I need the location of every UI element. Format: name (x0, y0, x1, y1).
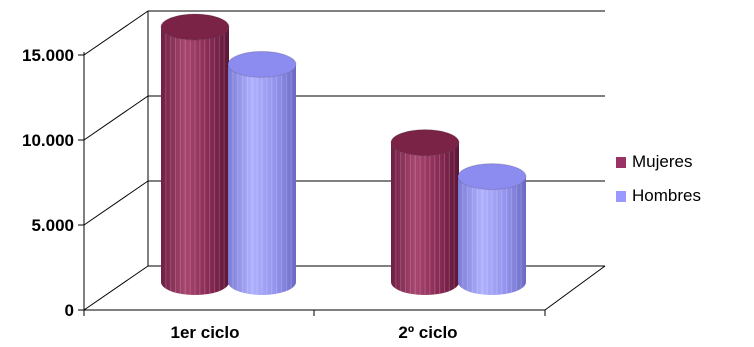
grid-diagonal (83, 265, 149, 311)
y-tick-label: 15.000 (22, 46, 74, 65)
bars (160, 13, 527, 295)
legend-swatch-hombres (616, 191, 626, 202)
bar-hombres-2o-ciclo (457, 163, 527, 295)
legend-swatch-mujeres (616, 157, 626, 168)
bar-mujeres-2o-ciclo (390, 129, 460, 295)
bar-hombres-1er-ciclo (227, 50, 297, 295)
category-label: 2º ciclo (398, 323, 457, 342)
legend-label-mujeres: Mujeres (632, 152, 692, 171)
y-axis-tick-labels: 0 5.000 10.000 15.000 (22, 46, 74, 320)
x-axis-category-labels: 1er ciclo 2º ciclo (171, 323, 458, 342)
bar-mujeres-1er-ciclo (160, 13, 230, 295)
y-tick-label: 0 (65, 301, 74, 320)
legend-label-hombres: Hombres (632, 186, 701, 205)
legend: Mujeres Hombres (616, 152, 701, 205)
y-tick-label: 10.000 (22, 131, 74, 150)
grid-diagonal (83, 95, 149, 141)
category-label: 1er ciclo (171, 323, 240, 342)
y-tick-label: 5.000 (31, 216, 74, 235)
grid-diagonal (83, 180, 149, 226)
floor-right-edge (544, 265, 606, 311)
grid-diagonal (83, 10, 149, 56)
